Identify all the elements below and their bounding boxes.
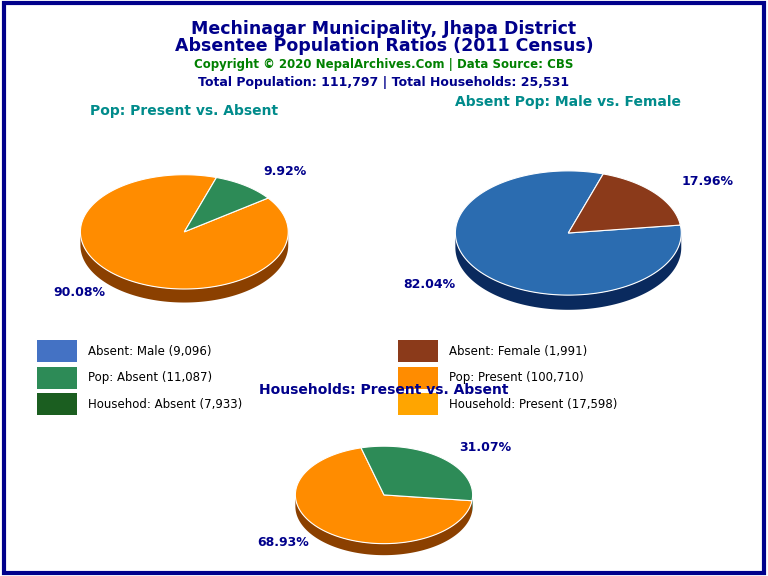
Text: Househod: Absent (7,933): Househod: Absent (7,933) xyxy=(88,397,242,411)
Text: Total Population: 111,797 | Total Households: 25,531: Total Population: 111,797 | Total Househ… xyxy=(198,76,570,89)
Text: 17.96%: 17.96% xyxy=(681,175,733,188)
Text: Pop: Present (100,710): Pop: Present (100,710) xyxy=(449,371,584,384)
Polygon shape xyxy=(455,233,681,310)
FancyBboxPatch shape xyxy=(38,393,77,415)
FancyBboxPatch shape xyxy=(399,367,439,389)
Polygon shape xyxy=(568,174,680,233)
FancyBboxPatch shape xyxy=(38,340,77,362)
Polygon shape xyxy=(184,177,268,232)
Polygon shape xyxy=(361,446,472,501)
Text: 9.92%: 9.92% xyxy=(263,165,306,178)
Text: Absentee Population Ratios (2011 Census): Absentee Population Ratios (2011 Census) xyxy=(174,37,594,55)
Text: 68.93%: 68.93% xyxy=(257,536,309,550)
Polygon shape xyxy=(296,495,472,555)
Text: 82.04%: 82.04% xyxy=(403,278,455,291)
FancyBboxPatch shape xyxy=(399,393,439,415)
Title: Pop: Present vs. Absent: Pop: Present vs. Absent xyxy=(91,104,278,118)
Text: Absent: Male (9,096): Absent: Male (9,096) xyxy=(88,344,211,358)
Text: Copyright © 2020 NepalArchives.Com | Data Source: CBS: Copyright © 2020 NepalArchives.Com | Dat… xyxy=(194,58,574,71)
FancyBboxPatch shape xyxy=(399,340,439,362)
Polygon shape xyxy=(455,171,681,295)
FancyBboxPatch shape xyxy=(38,367,77,389)
Title: Households: Present vs. Absent: Households: Present vs. Absent xyxy=(260,384,508,397)
Text: Mechinagar Municipality, Jhapa District: Mechinagar Municipality, Jhapa District xyxy=(191,20,577,38)
Polygon shape xyxy=(296,448,472,544)
Polygon shape xyxy=(81,175,288,289)
Text: 31.07%: 31.07% xyxy=(459,441,511,453)
Polygon shape xyxy=(81,232,288,302)
Text: 90.08%: 90.08% xyxy=(53,286,105,298)
Text: Absent: Female (1,991): Absent: Female (1,991) xyxy=(449,344,588,358)
Title: Absent Pop: Male vs. Female: Absent Pop: Male vs. Female xyxy=(455,95,681,109)
Text: Household: Present (17,598): Household: Present (17,598) xyxy=(449,397,617,411)
Text: Pop: Absent (11,087): Pop: Absent (11,087) xyxy=(88,371,212,384)
